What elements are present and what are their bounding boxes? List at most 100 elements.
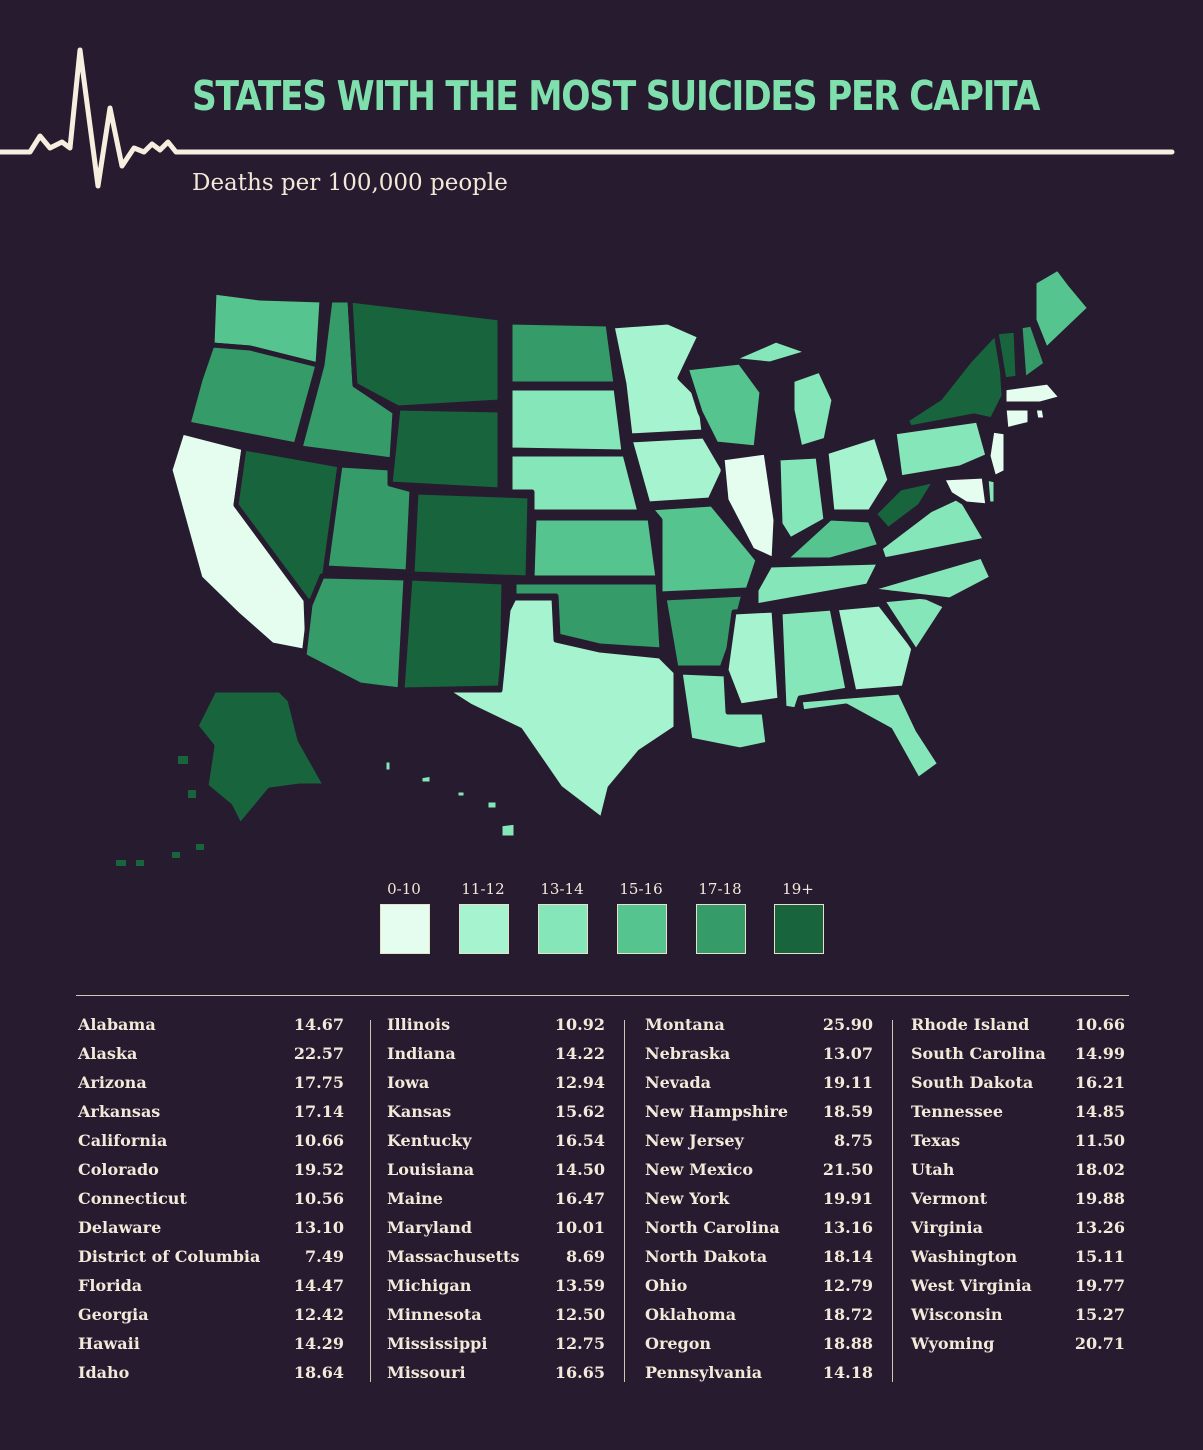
- page-title: STATES WITH THE MOST SUICIDES PER CAPITA: [192, 72, 1040, 120]
- state-name: South Carolina: [911, 1044, 1046, 1063]
- state-name: Connecticut: [78, 1189, 187, 1208]
- table-row: Rhode Island 10.66: [911, 1012, 1125, 1041]
- state-MD: [939, 473, 991, 509]
- state-value: 21.50: [822, 1160, 873, 1179]
- state-name: Rhode Island: [911, 1015, 1030, 1034]
- legend-label: 11-12: [461, 880, 505, 898]
- state-name: Mississippi: [387, 1334, 488, 1353]
- legend-item: 13-14: [536, 880, 588, 954]
- legend-label: 0-10: [387, 880, 421, 898]
- state-WY: [387, 405, 503, 493]
- table-row: Montana 25.90: [645, 1012, 873, 1041]
- state-IN: [775, 453, 829, 543]
- column-divider: [370, 1020, 371, 1382]
- state-AK: [193, 687, 329, 829]
- state-name: Colorado: [78, 1160, 159, 1179]
- legend-swatch: [774, 904, 824, 954]
- table-row: South Carolina 14.99: [911, 1041, 1125, 1070]
- state-name: Oklahoma: [645, 1305, 737, 1324]
- state-PA: [891, 417, 991, 481]
- table-column: Alabama 14.67 Alaska 22.57 Arizona 17.75 Arkan…: [78, 1012, 344, 1389]
- state-value: 14.50: [554, 1160, 605, 1179]
- state-AZ: [301, 573, 409, 693]
- state-value: 7.49: [305, 1247, 344, 1266]
- legend-label: 15-16: [619, 880, 663, 898]
- state-FL: [797, 689, 943, 783]
- table-row: Nevada 19.11: [645, 1070, 873, 1099]
- table-row: Indiana 14.22: [387, 1041, 605, 1070]
- legend-label: 13-14: [540, 880, 584, 898]
- table-column: Illinois 10.92 Indiana 14.22 Iowa 12.94 Kansas…: [387, 1012, 605, 1389]
- state-name: Alaska: [78, 1044, 138, 1063]
- state-value: 8.69: [566, 1247, 605, 1266]
- state-value: 18.59: [822, 1102, 873, 1121]
- state-VA: [877, 493, 989, 563]
- state-NE: [507, 451, 643, 515]
- table-row: Mississippi 12.75: [387, 1331, 605, 1360]
- table-row: Arkansas 17.14: [78, 1099, 344, 1128]
- state-value: 19.88: [1074, 1189, 1125, 1208]
- state-value: 16.54: [554, 1131, 605, 1150]
- state-value: 15.27: [1074, 1305, 1125, 1324]
- table-row: Tennessee 14.85: [911, 1099, 1125, 1128]
- state-name: Kansas: [387, 1102, 452, 1121]
- table-row: Wyoming 20.71: [911, 1331, 1125, 1360]
- state-VT: [993, 327, 1021, 383]
- table-row: Colorado 19.52: [78, 1157, 344, 1186]
- state-UT: [323, 462, 415, 575]
- state-IA: [627, 433, 727, 507]
- table-row: New York 19.91: [645, 1186, 873, 1215]
- state-value: 10.66: [1074, 1015, 1125, 1034]
- state-name: Iowa: [387, 1073, 430, 1092]
- state-value: 10.92: [554, 1015, 605, 1034]
- state-name: Washington: [911, 1247, 1018, 1266]
- state-value: 13.16: [822, 1218, 873, 1237]
- table-row: Ohio 12.79: [645, 1273, 873, 1302]
- state-value: 11.50: [1074, 1131, 1125, 1150]
- state-NY: [903, 325, 1007, 431]
- state-value: 8.75: [834, 1131, 873, 1150]
- state-MO: [647, 501, 761, 597]
- table-row: Kentucky 16.54: [387, 1128, 605, 1157]
- table-row: Arizona 17.75: [78, 1070, 344, 1099]
- legend-swatch: [380, 904, 430, 954]
- table-row: Michigan 13.59: [387, 1273, 605, 1302]
- state-ND: [507, 319, 619, 387]
- state-value: 17.75: [293, 1073, 344, 1092]
- state-name: California: [78, 1131, 168, 1150]
- table-row: Oregon 18.88: [645, 1331, 873, 1360]
- state-CO: [409, 489, 533, 581]
- table-row: Idaho 18.64: [78, 1360, 344, 1389]
- state-value: 12.75: [554, 1334, 605, 1353]
- table-row: Nebraska 13.07: [645, 1041, 873, 1070]
- us-choropleth-map: [116, 265, 1093, 866]
- table-row: Washington 15.11: [911, 1244, 1125, 1273]
- state-name: Wisconsin: [911, 1305, 1003, 1324]
- state-value: 19.52: [293, 1160, 344, 1179]
- state-value: 15.62: [554, 1102, 605, 1121]
- state-name: Maryland: [387, 1218, 473, 1237]
- state-value: 25.90: [822, 1015, 873, 1034]
- state-name: District of Columbia: [78, 1247, 261, 1266]
- state-value: 18.02: [1074, 1160, 1125, 1179]
- state-value: 13.10: [293, 1218, 344, 1237]
- map-legend: 0-10 11-12 13-14 15-16 17-18 19+: [372, 880, 832, 960]
- state-value: 19.11: [822, 1073, 873, 1092]
- legend-item: 11-12: [457, 880, 509, 954]
- state-value: 12.79: [822, 1276, 873, 1295]
- state-name: Illinois: [387, 1015, 451, 1034]
- table-row: West Virginia 19.77: [911, 1273, 1125, 1302]
- state-name: Georgia: [78, 1305, 149, 1324]
- table-row: Illinois 10.92: [387, 1012, 605, 1041]
- state-value: 20.71: [1074, 1334, 1125, 1353]
- state-HI: [381, 757, 519, 841]
- state-name: North Carolina: [645, 1218, 780, 1237]
- table-row: New Jersey 8.75: [645, 1128, 873, 1157]
- state-name: Utah: [911, 1160, 955, 1179]
- state-value: 19.91: [822, 1189, 873, 1208]
- table-row: Kansas 15.62: [387, 1099, 605, 1128]
- legend-item: 17-18: [694, 880, 746, 954]
- state-name: Arizona: [78, 1073, 147, 1092]
- table-row: Louisiana 14.50: [387, 1157, 605, 1186]
- state-name: New Jersey: [645, 1131, 744, 1150]
